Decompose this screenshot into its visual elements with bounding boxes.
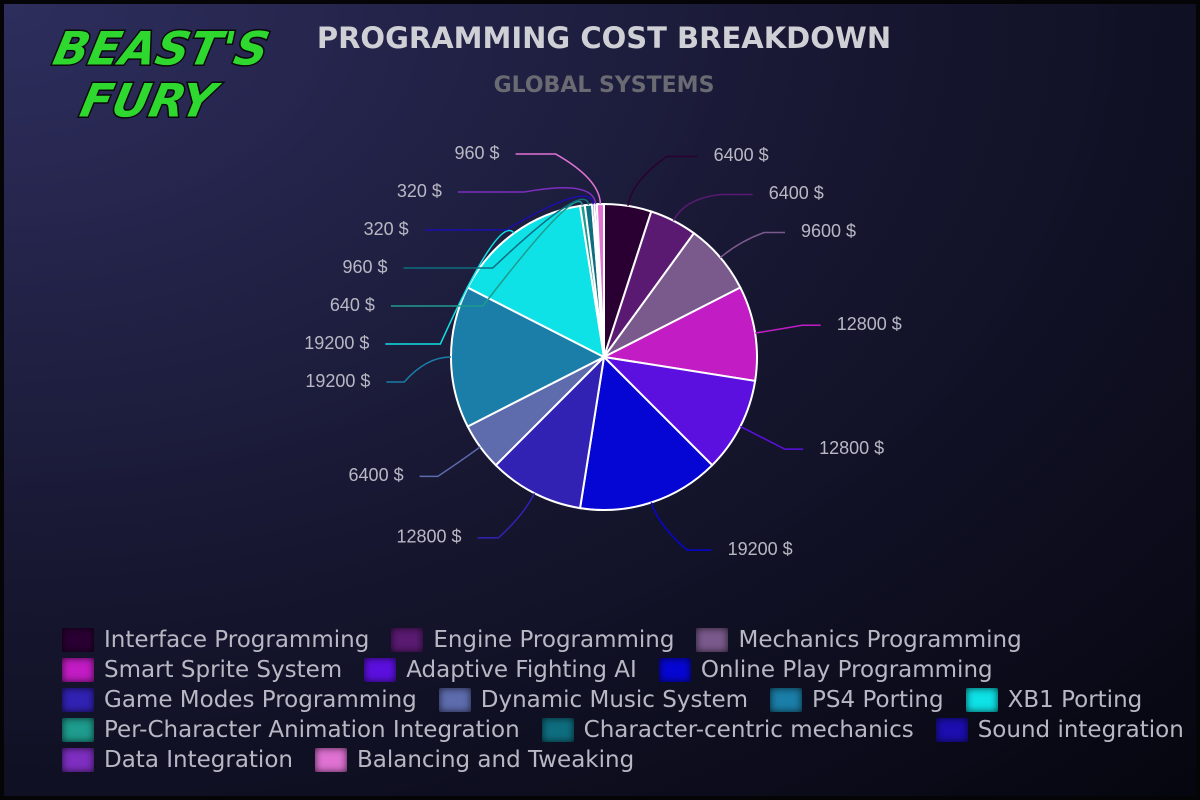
legend-label: Sound integration (977, 717, 1184, 743)
legend-swatch (541, 718, 574, 742)
legend-label: Per-Character Animation Integration (104, 717, 520, 743)
data-label: 9600 $ (801, 221, 856, 241)
legend-label: Balancing and Tweaking (356, 747, 635, 773)
data-label: 960 $ (342, 257, 387, 277)
legend-swatch (935, 718, 968, 742)
leader-line (457, 187, 597, 205)
legend-swatch (62, 748, 94, 772)
legend-swatch (438, 688, 471, 712)
legend-label: Character-centric mechanics (583, 717, 914, 743)
pie-slice (600, 286, 758, 383)
legend-item: Engine Programming (391, 627, 675, 653)
legend-swatch (62, 718, 94, 742)
legend-swatch (696, 628, 729, 652)
legend-item: PS4 Porting (770, 687, 944, 713)
legend-item: Game Modes Programming (62, 687, 417, 713)
leader-line (672, 193, 753, 222)
legend-item: Mechanics Programming (696, 627, 1022, 653)
data-label: 6400 $ (769, 183, 824, 203)
legend-item: Balancing and Tweaking (314, 747, 635, 773)
legend-item: Sound integration (935, 717, 1184, 743)
legend-swatch (62, 688, 94, 712)
legend-swatch (364, 658, 397, 682)
legend-item: Character-centric mechanics (541, 717, 914, 743)
legend-label: Dynamic Music System (480, 687, 749, 713)
legend-item: Smart Sprite System (62, 657, 343, 683)
data-label: 12800 $ (837, 314, 902, 334)
data-label: 19200 $ (305, 371, 370, 391)
data-label: 6400 $ (349, 465, 404, 485)
legend-label: Online Play Programming (700, 657, 993, 683)
pie-slice (601, 355, 757, 467)
leader-line (515, 153, 602, 205)
logo-line: FURY (76, 74, 225, 127)
legend-item: Adaptive Fighting AI (364, 657, 637, 683)
leader-line (390, 200, 584, 307)
legend-label: Data Integration (104, 747, 293, 773)
legend-swatch (314, 748, 347, 772)
leader-line (424, 195, 594, 231)
logo-line: BEAST'S (49, 22, 274, 75)
legend-label: XB1 Porting (1007, 687, 1143, 713)
legend-label: Game Modes Programming (104, 687, 417, 713)
legend-swatch (965, 688, 998, 712)
data-label: 19200 $ (728, 539, 793, 559)
legend-item: Data Integration (62, 747, 293, 773)
legend-swatch (658, 658, 691, 682)
data-label: 320 $ (397, 181, 442, 201)
chart-subtitle: GLOBAL SYSTEMS (494, 73, 715, 98)
legend-item: Online Play Programming (658, 657, 993, 683)
legend-item: Dynamic Music System (438, 687, 749, 713)
legend-item: XB1 Porting (965, 687, 1143, 713)
leader-line (385, 229, 515, 345)
data-label: 320 $ (364, 219, 409, 239)
legend-swatch (391, 628, 424, 652)
pie-slice (578, 354, 714, 511)
legend-swatch (62, 658, 94, 682)
leader-line (719, 231, 786, 259)
legend-label: Smart Sprite System (104, 657, 343, 683)
legend-label: Engine Programming (433, 627, 675, 653)
leader-line (754, 324, 821, 334)
leader-line (386, 356, 452, 383)
legend-swatch (62, 628, 94, 652)
leader-line (477, 492, 536, 539)
data-label: 12800 $ (396, 527, 461, 547)
legend: Interface Programming Engine Programming M… (62, 627, 1192, 773)
legend-label: Mechanics Programming (738, 627, 1022, 653)
data-label: 960 $ (455, 143, 500, 163)
legend-item: Interface Programming (62, 627, 370, 653)
logo: BEAST'S FURY (47, 20, 275, 128)
leader-line (419, 446, 481, 478)
chart-title: PROGRAMMING COST BREAKDOWN (317, 21, 891, 55)
leader-line (627, 155, 698, 207)
legend-label: Interface Programming (104, 627, 370, 653)
leader-line (739, 425, 804, 450)
leader-line (650, 502, 712, 551)
pie-slice (595, 202, 605, 358)
data-label: 12800 $ (819, 438, 884, 458)
leader-line (403, 198, 590, 269)
pie-slice (494, 354, 606, 510)
data-label: 19200 $ (304, 333, 369, 353)
data-label: 640 $ (330, 295, 375, 315)
chart: BEAST'S FURY PROGRAMMING COST BREAKDOWN … (47, 20, 902, 559)
legend-item: Per-Character Animation Integration (62, 717, 520, 743)
legend-swatch (770, 688, 803, 712)
legend-label: PS4 Porting (812, 687, 944, 713)
legend-label: Adaptive Fighting AI (406, 657, 637, 683)
data-label: 6400 $ (714, 145, 769, 165)
